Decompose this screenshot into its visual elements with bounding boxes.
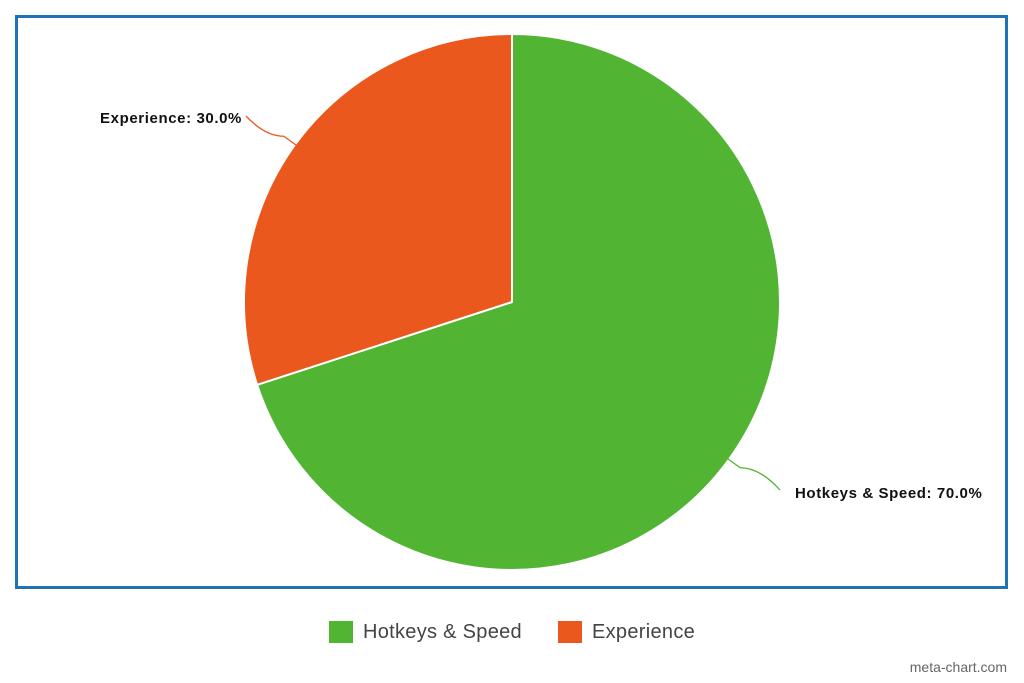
legend-label-hotkeys-speed: Hotkeys & Speed [362,620,522,643]
legend: Hotkeys & Speed Experience [0,615,1024,649]
leader-line-experience [245,115,301,149]
legend-swatch-experience [557,621,582,643]
legend-item-experience[interactable]: Experience [557,620,696,644]
chart-frame [15,15,1008,589]
leader-line-hotkeys-speed [723,455,781,491]
legend-item-hotkeys-speed[interactable]: Hotkeys & Speed [328,620,522,644]
data-label-hotkeys-speed: Hotkeys & Speed: 70.0% [795,485,982,502]
credit-text[interactable]: meta-chart.com [909,659,1007,675]
legend-label-experience: Experience [591,620,696,643]
data-label-experience: Experience: 30.0% [100,110,242,127]
legend-swatch-hotkeys-speed [328,621,353,643]
